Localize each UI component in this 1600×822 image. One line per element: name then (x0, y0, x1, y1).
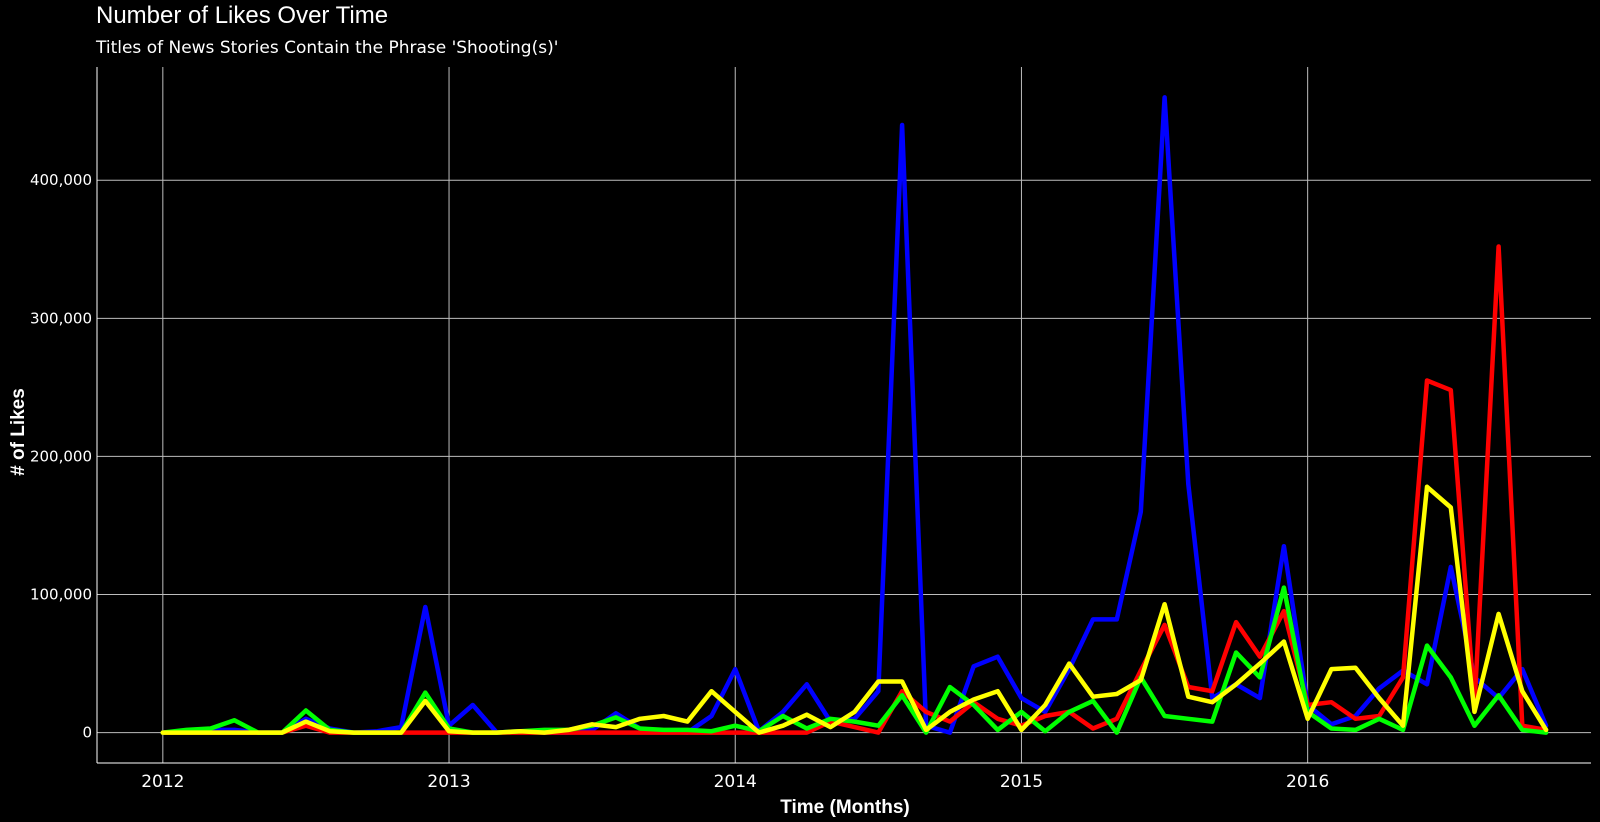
x-axis-label: Time (Months) (780, 797, 909, 818)
series-line-yellow (160, 484, 1549, 735)
chart-title: Number of Likes Over Time (96, 2, 389, 29)
axes (96, 67, 1591, 764)
x-tick-label: 2014 (714, 772, 757, 792)
y-axis-label: # of Likes (8, 388, 29, 476)
series-line-blue (160, 95, 1549, 735)
y-tick-label: 0 (82, 724, 92, 742)
y-tick-label: 300,000 (30, 309, 92, 327)
x-tick-label: 2013 (427, 772, 470, 792)
x-tick-label: 2016 (1286, 772, 1329, 792)
series-line-red (160, 244, 1549, 735)
tick-labels: 2012 2013 2014 2015 2016 0 100,000 200,000 300,0… (30, 171, 1329, 792)
y-tick-label: 400,000 (30, 171, 92, 189)
x-tick-label: 2012 (141, 772, 184, 792)
grid-lines (97, 67, 1591, 763)
x-tick-label: 2015 (1000, 772, 1043, 792)
y-tick-label: 200,000 (30, 447, 92, 465)
y-tick-label: 100,000 (30, 586, 92, 604)
chart-subtitle: Titles of News Stories Contain the Phras… (96, 38, 559, 58)
series-group (160, 95, 1549, 735)
